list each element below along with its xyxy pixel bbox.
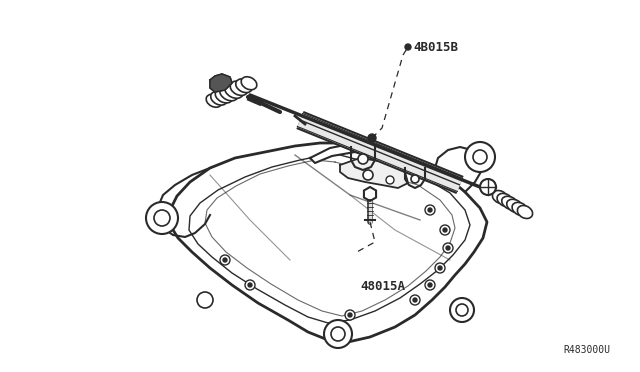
Ellipse shape [497, 193, 513, 206]
Ellipse shape [502, 196, 518, 210]
Circle shape [223, 258, 227, 262]
Circle shape [480, 179, 496, 195]
Ellipse shape [215, 89, 233, 103]
Circle shape [435, 263, 445, 273]
Polygon shape [364, 187, 376, 201]
Circle shape [324, 320, 352, 348]
Circle shape [358, 154, 368, 164]
Circle shape [345, 310, 355, 320]
Circle shape [405, 44, 411, 50]
Ellipse shape [241, 77, 257, 90]
Ellipse shape [517, 205, 532, 218]
Text: R483000U: R483000U [563, 345, 610, 355]
Ellipse shape [220, 86, 238, 101]
Circle shape [425, 205, 435, 215]
Circle shape [440, 225, 450, 235]
Ellipse shape [211, 92, 227, 105]
Circle shape [456, 304, 468, 316]
Circle shape [245, 280, 255, 290]
Text: 48015A: 48015A [360, 280, 405, 293]
Circle shape [363, 170, 373, 180]
Circle shape [386, 176, 394, 184]
Ellipse shape [492, 190, 508, 203]
Ellipse shape [230, 81, 248, 96]
Circle shape [146, 202, 178, 234]
Circle shape [248, 283, 252, 287]
Circle shape [443, 243, 453, 253]
Circle shape [410, 295, 420, 305]
Circle shape [197, 292, 213, 308]
Polygon shape [340, 158, 408, 188]
Ellipse shape [507, 199, 524, 213]
Text: 4B015B: 4B015B [413, 41, 458, 54]
Ellipse shape [236, 79, 252, 93]
Circle shape [446, 246, 450, 250]
Circle shape [428, 208, 432, 212]
Circle shape [443, 228, 447, 232]
Polygon shape [210, 74, 232, 92]
Circle shape [413, 298, 417, 302]
Circle shape [331, 327, 345, 341]
Circle shape [154, 210, 170, 226]
Circle shape [220, 255, 230, 265]
Circle shape [465, 142, 495, 172]
Ellipse shape [512, 202, 528, 216]
Circle shape [438, 266, 442, 270]
Circle shape [348, 313, 352, 317]
Ellipse shape [225, 83, 243, 98]
Circle shape [450, 298, 474, 322]
Circle shape [368, 134, 376, 142]
Circle shape [428, 283, 432, 287]
Circle shape [425, 280, 435, 290]
Ellipse shape [206, 94, 222, 107]
Circle shape [411, 175, 419, 183]
Circle shape [473, 150, 487, 164]
Polygon shape [310, 143, 415, 168]
